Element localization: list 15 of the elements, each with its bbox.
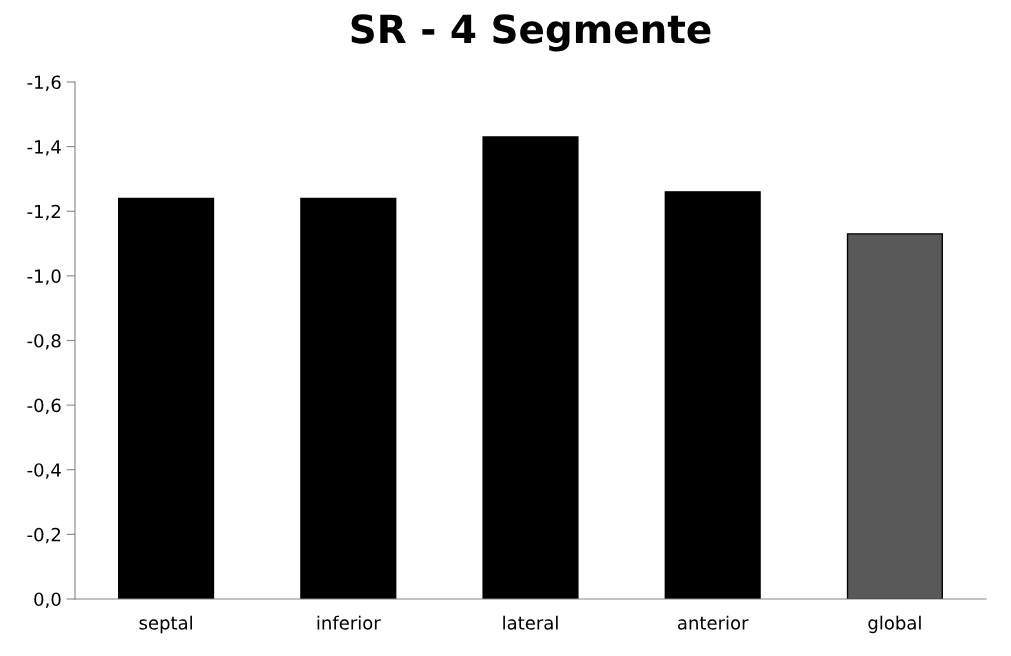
y-tick-label: 0,0 <box>34 592 61 608</box>
y-tick-label: -0,4 <box>27 463 61 479</box>
x-tick-label: septal <box>139 615 192 634</box>
x-tick-label: inferior <box>317 615 381 630</box>
x-tick-label: lateral <box>503 615 558 630</box>
y-tick-label: -0,2 <box>27 527 60 544</box>
chart-title: SR - 4 Segmente <box>351 14 711 52</box>
y-tick-label: -1,0 <box>27 269 61 285</box>
y-tick-label: -0,8 <box>27 333 61 350</box>
y-tick-label: -0,6 <box>27 398 61 415</box>
y-tick-label: -1,4 <box>27 140 61 156</box>
x-tick-label: anterior <box>677 615 749 630</box>
x-tick-label: global <box>868 615 921 634</box>
y-tick-label: -1,6 <box>27 75 61 91</box>
y-tick-label: -1,2 <box>27 204 60 221</box>
